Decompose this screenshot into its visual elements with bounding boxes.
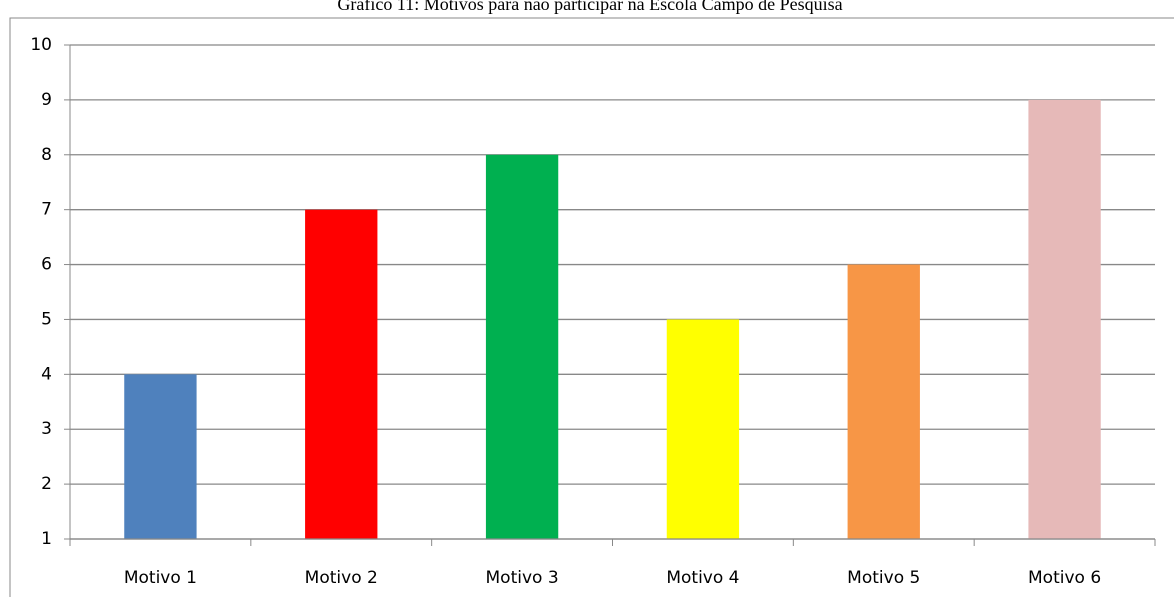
chart-frame [9, 17, 1174, 597]
y-tick-label: 3 [41, 419, 52, 439]
y-tick-label: 8 [41, 145, 52, 165]
bar [305, 209, 378, 539]
x-tick-label: Motivo 6 [1028, 568, 1101, 588]
x-tick-label: Motivo 5 [847, 568, 920, 588]
bar [1028, 99, 1101, 539]
x-tick-label: Motivo 3 [486, 568, 559, 588]
chart-title: Gráfico 11: Motivos para não participar … [337, 0, 842, 14]
x-tick-label: Motivo 4 [666, 568, 739, 588]
bar [666, 319, 740, 539]
bar [485, 154, 559, 539]
y-tick-label: 4 [41, 364, 52, 384]
y-tick-label: 1 [41, 529, 52, 549]
y-tick-label: 9 [41, 90, 52, 110]
y-tick-label: 5 [41, 309, 52, 329]
x-tick-label: Motivo 1 [124, 568, 197, 588]
y-tick-label: 10 [30, 35, 52, 55]
y-tick-label: 7 [41, 200, 52, 220]
y-tick-label: 2 [41, 474, 52, 494]
x-tick-label: Motivo 2 [305, 568, 378, 588]
bar [847, 264, 920, 539]
y-tick-label: 6 [41, 255, 52, 275]
bar [124, 374, 197, 539]
